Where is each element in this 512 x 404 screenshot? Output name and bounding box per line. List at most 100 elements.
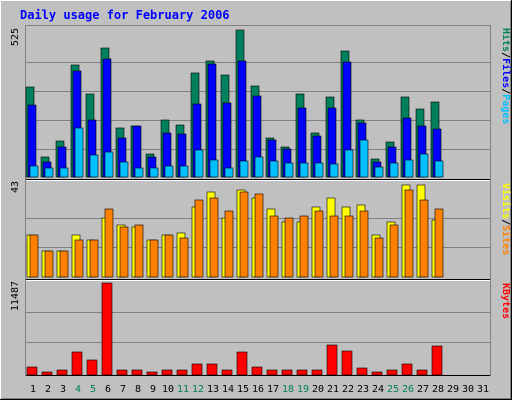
x-tick-label: 13 xyxy=(207,384,219,395)
kbytes-bar xyxy=(221,369,233,376)
kbytes-bar xyxy=(176,369,188,376)
kbytes-bar xyxy=(101,282,113,376)
legend-entry: KBytes xyxy=(500,283,511,319)
pages-bar xyxy=(224,167,234,178)
sites-bar xyxy=(389,224,399,278)
sites-bar xyxy=(359,210,369,278)
legend-entry: / xyxy=(500,52,511,58)
legend-entry: Sites xyxy=(500,225,512,255)
x-tick-label: 16 xyxy=(252,384,264,395)
pages-bar xyxy=(119,161,129,178)
sites-bar xyxy=(209,197,219,278)
x-tick-label: 21 xyxy=(327,384,339,395)
legend-visits-sites: Visits/Sites xyxy=(500,183,512,255)
sites-bar xyxy=(329,215,339,278)
pages-bar xyxy=(389,162,399,178)
kbytes-bar xyxy=(191,363,203,376)
sites-bar xyxy=(419,199,429,278)
pages-bar xyxy=(359,139,369,178)
pages-bar xyxy=(59,167,69,178)
sites-bar xyxy=(404,189,414,278)
kbytes-bar xyxy=(371,371,383,376)
x-tick-label: 22 xyxy=(342,384,354,395)
legend-entry: Files xyxy=(500,58,512,88)
x-tick-label: 6 xyxy=(105,384,111,395)
sites-bar xyxy=(164,234,174,278)
kbytes-bar xyxy=(296,369,308,376)
x-tick-label: 23 xyxy=(357,384,369,395)
files-bar xyxy=(222,102,232,178)
legend-entry: / xyxy=(500,88,511,94)
legend-entry: / xyxy=(500,219,511,225)
pages-bar xyxy=(104,151,114,178)
pages-bar xyxy=(179,165,189,178)
x-tick-label: 3 xyxy=(60,384,66,395)
x-tick-label: 18 xyxy=(282,384,294,395)
sites-bar xyxy=(119,226,129,278)
pages-bar xyxy=(89,154,99,178)
kbytes-bar xyxy=(401,363,413,376)
sites-bar xyxy=(134,224,144,278)
x-tick-label: 12 xyxy=(192,384,204,395)
x-tick-label: 4 xyxy=(75,384,81,395)
kbytes-bar xyxy=(341,350,353,376)
panel-separators xyxy=(26,179,490,376)
pages-bar xyxy=(134,167,144,178)
x-tick-label: 11 xyxy=(177,384,189,395)
kbytes-bar xyxy=(131,369,143,376)
x-tick-label: 24 xyxy=(372,384,384,395)
x-tick-label: 15 xyxy=(237,384,249,395)
sites-bar xyxy=(239,191,249,278)
x-tick-label: 10 xyxy=(162,384,174,395)
kbytes-bar xyxy=(386,369,398,376)
sites-bar xyxy=(284,217,294,278)
legend-kbytes: KBytes xyxy=(500,283,511,319)
x-tick-label: 26 xyxy=(402,384,414,395)
sites-bar xyxy=(149,239,159,278)
panel1-ymax-label: 525 xyxy=(10,28,21,46)
sites-bar xyxy=(29,234,39,278)
pages-bar xyxy=(164,165,174,178)
x-tick-label: 30 xyxy=(462,384,474,395)
kbytes-bar xyxy=(161,369,173,376)
kbytes-bar xyxy=(431,345,443,376)
x-tick-label: 17 xyxy=(267,384,279,395)
kbytes-bar xyxy=(251,366,263,376)
x-tick-label: 8 xyxy=(135,384,141,395)
sites-bar xyxy=(344,215,354,278)
x-axis-day-labels: 1 2 3 4 5 6 7 8 9 10 11 12 13 14 15 16 17 18 19 20 21 22 23 24 2… xyxy=(30,384,489,395)
kbytes-bar xyxy=(326,344,338,376)
pages-bar xyxy=(434,160,444,178)
x-tick-label: 9 xyxy=(150,384,156,395)
pages-bar xyxy=(299,162,309,178)
pages-bar xyxy=(29,165,39,178)
x-tick-label: 25 xyxy=(387,384,399,395)
pages-bar xyxy=(314,162,324,178)
kbytes-bar xyxy=(266,369,278,376)
x-tick-label: 1 xyxy=(30,384,36,395)
pages-bar xyxy=(239,160,249,178)
sites-bar xyxy=(194,199,204,278)
kbytes-bar xyxy=(116,369,128,376)
sites-bar xyxy=(104,208,114,278)
kbytes-bar xyxy=(236,351,248,376)
pages-bar xyxy=(284,162,294,178)
x-tick-label: 20 xyxy=(312,384,324,395)
sites-bar xyxy=(59,250,69,278)
x-tick-label: 19 xyxy=(297,384,309,395)
legend-entry: Visits xyxy=(500,183,512,219)
x-tick-label: 7 xyxy=(120,384,126,395)
x-tick-label: 29 xyxy=(447,384,459,395)
legend-entry: Hits xyxy=(500,28,512,52)
pages-bar xyxy=(254,156,264,178)
pages-bar xyxy=(329,163,339,178)
pages-bar xyxy=(404,159,414,178)
pages-bar xyxy=(269,160,279,178)
files-bar xyxy=(237,60,247,178)
kbytes-bar xyxy=(416,369,428,376)
kbytes-bar xyxy=(26,366,38,376)
kbytes-bar xyxy=(356,367,368,376)
